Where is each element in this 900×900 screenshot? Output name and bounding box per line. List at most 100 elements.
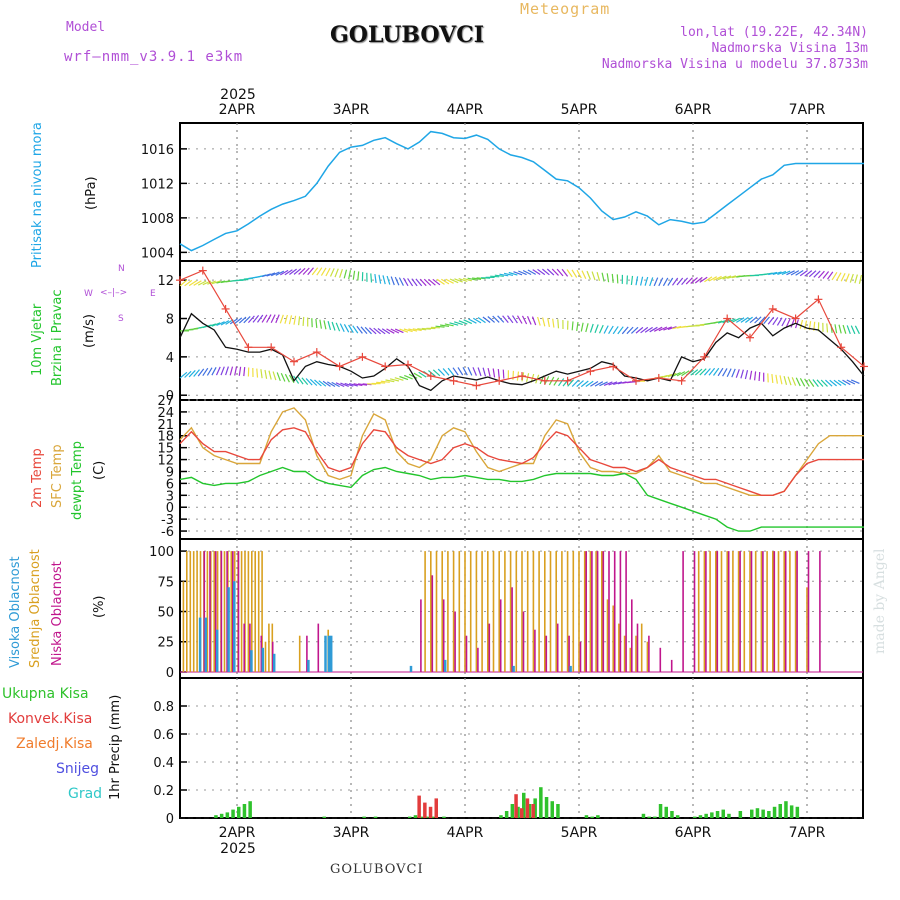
wind-barb: [672, 371, 681, 377]
wind-barb: [482, 316, 491, 323]
y-tick-label: 24: [157, 406, 174, 421]
wind-barb: [243, 315, 251, 324]
elevation-label: Nadmorska Visina 13m: [711, 41, 868, 56]
total-rain-bar: [362, 816, 366, 818]
wind-barb: [703, 368, 711, 376]
wind-barb: [389, 378, 400, 382]
wind-barb: [612, 326, 619, 335]
wind-gust-marker: [404, 360, 412, 369]
wind-barb: [854, 274, 858, 284]
wind-barb: [611, 273, 614, 283]
bottom-day-labels: 2APR 3APR 4APR 5APR 6APR 7APR: [219, 825, 826, 841]
wind-barb: [390, 276, 395, 286]
wind-barb: [211, 322, 221, 327]
y-tick-label: 15: [157, 442, 174, 457]
wind-barb: [717, 367, 724, 377]
wind-barb: [467, 277, 477, 281]
wind-barb: [527, 269, 536, 275]
wind-barb: [211, 280, 221, 285]
wind-gust-marker: [449, 376, 458, 385]
wind-barb: [370, 273, 373, 283]
wind-barb: [360, 326, 368, 334]
wind-barb: [845, 273, 850, 283]
wind-barb: [472, 317, 482, 324]
top-day-label: 2APR: [219, 102, 256, 118]
wind-barb: [804, 378, 810, 387]
y-tick-label: 1008: [141, 212, 174, 227]
wind-gust-marker: [290, 357, 298, 366]
wind-barb: [472, 367, 477, 376]
wind-barb: [452, 367, 459, 376]
wind-barb: [827, 271, 834, 280]
wind-gust-marker: [586, 367, 595, 376]
wind-barb: [846, 325, 851, 335]
y-tick-label: 4: [166, 351, 174, 366]
wind-barb: [635, 326, 644, 334]
wind-barb: [598, 324, 604, 334]
wind-gust-marker: [632, 376, 640, 385]
wind-barb: [343, 324, 350, 333]
bottom-day-label: 5APR: [561, 825, 598, 841]
wind-barb: [585, 323, 589, 333]
wind-barb: [681, 277, 689, 286]
wind-barb: [608, 325, 614, 335]
wind-barb: [436, 278, 445, 285]
wind-barb: [207, 280, 217, 285]
wind-barb: [432, 369, 441, 377]
wind-barb: [667, 372, 677, 378]
wind-barb: [482, 367, 487, 377]
wind-gust-marker: [860, 362, 868, 371]
wind-gust-marker: [426, 372, 435, 381]
wind-barb: [394, 328, 404, 334]
wind-barb: [348, 270, 352, 280]
wind-barb: [302, 316, 305, 326]
wind-gust-marker: [221, 304, 230, 313]
wind-barb: [386, 328, 395, 334]
wind-barb: [476, 277, 486, 280]
wind-gust-marker: [312, 348, 321, 357]
wind-barb: [799, 270, 808, 277]
wind-barb: [558, 378, 565, 387]
wind-barb: [822, 271, 830, 279]
wind-barb: [777, 270, 787, 275]
wind-barb: [318, 380, 327, 387]
wind-barb: [494, 274, 504, 277]
total-rain-bar: [784, 801, 788, 818]
wind-barb: [356, 325, 363, 334]
wind-barb: [768, 271, 778, 276]
product-title: Meteogram: [520, 0, 611, 18]
wind-barb: [497, 315, 505, 323]
wind-barb: [824, 379, 833, 387]
wind-barb: [576, 269, 582, 279]
wind-barb: [754, 371, 757, 381]
pressure-line: [179, 130, 864, 252]
wind-gust-marker: [244, 343, 253, 352]
wind-barb: [179, 371, 188, 379]
wind-gust-marker: [654, 373, 663, 382]
wind-barb: [704, 276, 713, 283]
wind-barb: [435, 325, 445, 328]
wind-barb: [635, 276, 639, 286]
footer-station: GOLUBOVCI: [330, 862, 424, 877]
wind-barb: [458, 278, 468, 282]
wind-barb: [812, 379, 819, 387]
y-tick-label: 8: [166, 313, 174, 328]
wind-barb: [319, 319, 322, 329]
wind-barb: [817, 270, 825, 279]
wind-barb: [179, 279, 188, 287]
dewpt-temp-line: [179, 466, 864, 532]
bottom-day-label: 7APR: [789, 825, 826, 841]
total-rain-bar: [533, 798, 537, 818]
total-rain-bar: [231, 809, 235, 818]
wind-barb: [467, 366, 473, 376]
wind-barb: [785, 318, 791, 327]
wind-barb: [522, 269, 532, 276]
wind-barb: [581, 270, 587, 280]
wind-barb: [571, 321, 574, 331]
wind-barb: [722, 368, 728, 377]
wind-barb: [676, 371, 686, 377]
wind-barb: [417, 328, 427, 331]
wind-barb: [591, 271, 596, 281]
wind-barb: [184, 279, 193, 287]
